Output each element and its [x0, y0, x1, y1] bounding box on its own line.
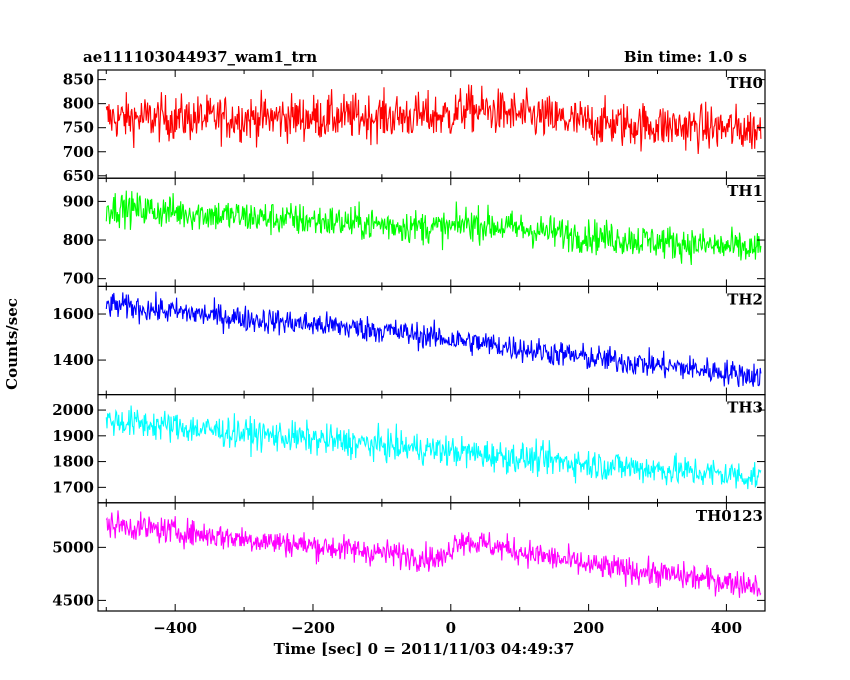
series-line-th0123: [105, 510, 762, 598]
y-tick-label: 2000: [52, 401, 94, 419]
x-tick-label: 400: [711, 619, 742, 637]
panel-frame: [97, 502, 766, 612]
y-tick-label: 1700: [52, 478, 94, 496]
y-tick-label: 800: [63, 231, 94, 249]
y-tick-label: 1400: [52, 351, 94, 369]
series-line-th2: [105, 291, 762, 388]
y-tick-label: 1900: [52, 427, 94, 445]
panel-frame: [97, 285, 766, 396]
series-line-th1: [105, 190, 762, 266]
y-tick-label: 1600: [52, 305, 94, 323]
panel-th2: 1400 1600 TH2: [52, 285, 766, 396]
panel-label: TH2: [727, 290, 763, 308]
y-tick-label: 850: [63, 71, 94, 89]
x-tick-label: 0: [446, 619, 456, 637]
x-tick-label: −400: [153, 619, 197, 637]
y-axis-label: Counts/sec: [3, 298, 21, 390]
chart-title: ae111103044937_wam1_trn: [83, 48, 317, 66]
y-tick-label: 5000: [52, 538, 94, 556]
panel-label: TH0123: [696, 507, 763, 525]
panel-th0: 650 700 750 800 850 TH0: [63, 69, 766, 185]
panels-group: 650 700 750 800 850 TH0 700 800 900 TH1 1400 1600 TH…: [52, 69, 766, 637]
bin-time-label: Bin time: 1.0 s: [624, 48, 747, 66]
panel-th0123: 4500 5000 TH0123: [52, 502, 766, 612]
y-tick-label: 4500: [52, 591, 94, 609]
series-line-th0: [105, 84, 762, 155]
panel-th1: 700 800 900 TH1: [63, 177, 766, 288]
panel-label: TH3: [727, 399, 763, 417]
x-tick-label: 200: [573, 619, 604, 637]
panel-th3: 1700 1800 1900 2000 TH3: [52, 394, 766, 504]
series-line-th3: [105, 405, 762, 490]
y-tick-label: 900: [63, 192, 94, 210]
panel-frame: [97, 177, 766, 287]
y-tick-label: 1800: [52, 453, 94, 471]
x-tick-label: −200: [291, 619, 335, 637]
y-tick-label: 750: [63, 119, 94, 137]
y-tick-label: 700: [63, 143, 94, 161]
y-tick-label: 650: [63, 167, 94, 185]
panel-label: TH1: [727, 182, 763, 200]
y-tick-label: 700: [63, 270, 94, 288]
x-axis-label: Time [sec] 0 = 2011/11/03 04:49:37: [274, 640, 575, 658]
panel-label: TH0: [727, 74, 763, 92]
y-tick-label: 800: [63, 95, 94, 113]
